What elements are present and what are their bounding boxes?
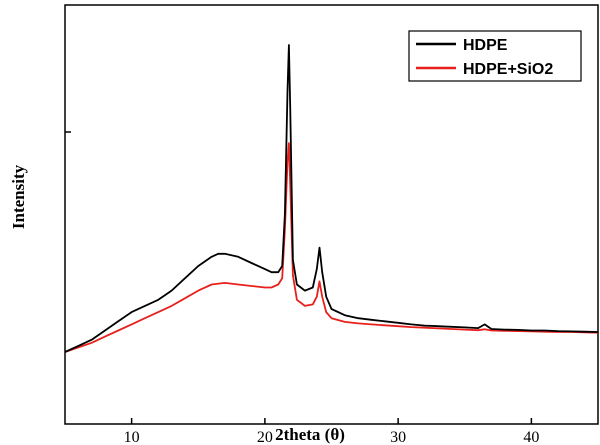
plot-frame [64, 4, 599, 425]
x-tick-label: 20 [257, 429, 273, 445]
x-axis-label: 2theta (θ) [275, 425, 345, 444]
legend-label-hdpe: HDPE [463, 37, 508, 54]
y-axis-label: Intensity [9, 164, 28, 229]
x-tick-label: 10 [124, 429, 140, 445]
legend: HDPE HDPE+SiO2 [408, 30, 582, 82]
x-tick-label: 40 [523, 429, 539, 445]
legend-label-hdpe-sio2: HDPE+SiO2 [463, 61, 553, 78]
x-tick-label: 30 [390, 429, 406, 445]
series-line-hdpe-sio2 [64, 142, 599, 353]
series-layer [64, 44, 599, 353]
series-line-hdpe [64, 44, 599, 353]
legend-box [408, 30, 582, 82]
x-axis-ticks: 10 20 30 40 [124, 418, 539, 445]
